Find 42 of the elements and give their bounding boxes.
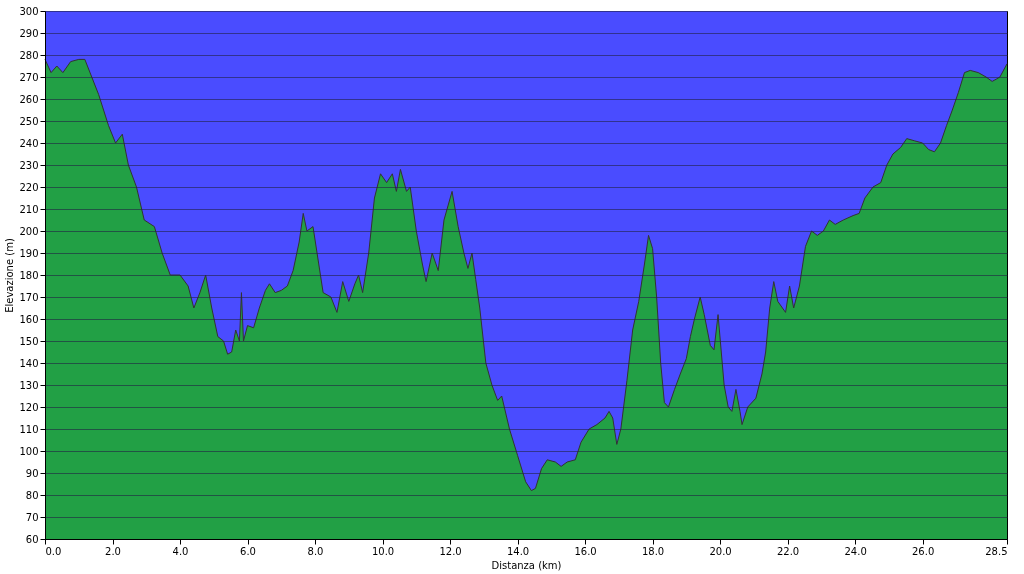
y-tick-label: 70 [25,511,39,523]
y-tick-label: 180 [19,269,39,281]
y-tick-label: 240 [19,137,39,149]
x-tick-label: 28.5 [985,545,1008,557]
x-tick-label: 14.0 [506,545,530,557]
x-tick-label: 10.0 [371,545,395,557]
x-tick-label: 6.0 [240,545,256,557]
y-tick-label: 210 [19,203,39,215]
y-axis-title: Elevazione (m) [4,238,16,313]
x-tick-label: 18.0 [641,545,665,557]
y-tick-label: 280 [19,49,39,61]
y-tick-label: 60 [25,533,39,545]
y-tick-label: 130 [19,379,39,391]
y-tick-label: 300 [19,5,39,17]
y-tick-label: 140 [19,357,39,369]
y-tick-label: 260 [19,93,39,105]
x-tick-label: 20.0 [709,545,732,557]
y-tick-label: 250 [19,115,39,127]
x-tick-label: 24.0 [844,545,867,557]
y-tick-label: 100 [19,445,39,457]
x-tick-label: 12.0 [439,545,462,557]
y-tick-label: 80 [25,489,39,501]
y-tick-label: 290 [19,27,39,39]
x-tick-label: 8.0 [307,545,324,557]
x-tick-label: 2.0 [105,545,121,557]
y-tick-label: 190 [19,247,39,259]
x-tick-label: 22.0 [776,545,800,557]
y-tick-label: 110 [19,423,39,435]
y-tick-label: 170 [19,291,39,303]
x-tick-label: 26.0 [911,545,935,557]
y-tick-label: 120 [19,401,39,413]
y-tick-label: 150 [19,335,39,347]
y-tick-label: 230 [19,159,39,171]
y-tick-label: 220 [19,181,39,193]
x-tick-label: 16.0 [574,545,597,557]
x-axis-title: Distanza (km) [491,559,562,571]
x-tick-label: 0.0 [45,545,62,557]
x-tick-label: 4.0 [172,545,189,557]
y-tick-label: 90 [25,467,39,479]
y-tick-label: 160 [19,313,39,325]
y-tick-label: 200 [19,225,39,237]
y-tick-label: 270 [19,71,39,83]
